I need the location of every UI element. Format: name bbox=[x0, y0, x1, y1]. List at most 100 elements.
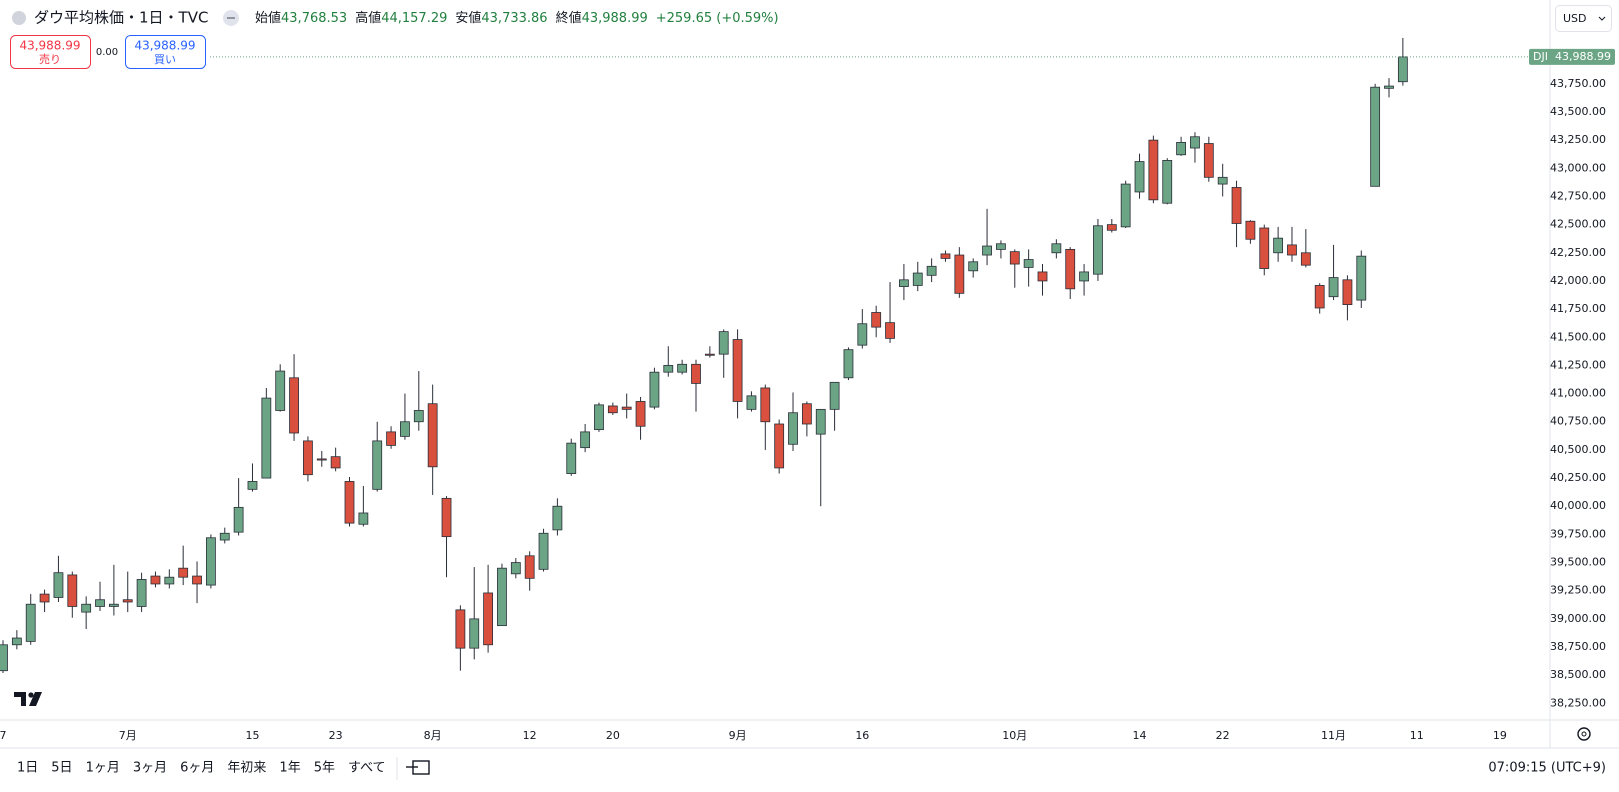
buy-box bbox=[125, 35, 206, 69]
candle-body bbox=[386, 431, 396, 446]
settings-icon bbox=[1577, 727, 1591, 741]
candle-body bbox=[538, 532, 549, 570]
range-button[interactable]: 1日 bbox=[17, 761, 38, 776]
collapse-button[interactable] bbox=[223, 10, 239, 26]
candle-body bbox=[316, 458, 327, 461]
candle-body bbox=[580, 431, 591, 449]
ohlc-value: 43,768.53 bbox=[281, 11, 347, 26]
candle-body bbox=[358, 512, 369, 525]
candle-body bbox=[150, 575, 161, 585]
candle-body bbox=[926, 265, 937, 276]
range-button[interactable]: 1ヶ月 bbox=[86, 761, 120, 776]
candle-body bbox=[1328, 277, 1339, 298]
range-button[interactable]: すべて bbox=[348, 761, 386, 776]
range-button[interactable]: 5日 bbox=[51, 761, 72, 776]
candle-body bbox=[982, 245, 992, 256]
candle-body bbox=[0, 644, 8, 672]
candle-body bbox=[691, 363, 701, 384]
buy-price: 43,988.99 bbox=[134, 39, 195, 53]
candle-body bbox=[954, 254, 965, 294]
logo-part bbox=[28, 692, 34, 698]
candle-body bbox=[940, 253, 951, 259]
candle-body bbox=[483, 592, 494, 646]
candle-body bbox=[469, 618, 480, 649]
candle-body bbox=[829, 381, 840, 410]
tv-logo bbox=[14, 692, 42, 706]
settings-icon bbox=[1581, 731, 1587, 737]
candle-body bbox=[677, 363, 688, 373]
candle-body bbox=[1176, 141, 1186, 156]
candle-body bbox=[621, 406, 632, 410]
candle-body bbox=[1079, 271, 1089, 282]
compare-button[interactable] bbox=[406, 760, 430, 775]
candle-body bbox=[108, 603, 119, 607]
y-tick-label: 43,000.00 bbox=[1550, 161, 1606, 174]
candle-body bbox=[871, 312, 882, 328]
candle-body bbox=[247, 481, 258, 490]
x-tick-label: 7月 bbox=[119, 729, 137, 742]
x-tick-label: 19 bbox=[1493, 729, 1507, 742]
candle-body bbox=[996, 243, 1006, 250]
candle-body bbox=[1287, 244, 1297, 256]
x-tick-label: 20 bbox=[606, 729, 620, 742]
candle-body bbox=[1370, 86, 1381, 187]
sell-button[interactable]: 43,988.99 売り bbox=[10, 35, 91, 69]
y-tick-label: 38,750.00 bbox=[1550, 640, 1606, 653]
candle-body bbox=[635, 401, 646, 427]
x-tick-label: 15 bbox=[245, 729, 259, 742]
range-button[interactable]: 3ヶ月 bbox=[133, 761, 167, 776]
candle-body bbox=[760, 387, 771, 423]
candle-body bbox=[607, 405, 618, 414]
x-tick-label: 10月 bbox=[1002, 729, 1027, 742]
candle-body bbox=[552, 505, 563, 531]
candle-body bbox=[1051, 243, 1062, 254]
candle-body bbox=[95, 599, 105, 607]
y-tick-label: 38,250.00 bbox=[1550, 696, 1606, 709]
candle-body bbox=[39, 593, 50, 603]
candle-body bbox=[663, 365, 674, 373]
range-button[interactable]: 年初来 bbox=[227, 761, 266, 776]
y-tick-label: 41,500.00 bbox=[1550, 330, 1606, 343]
ohlc-value: 43,733.86 bbox=[481, 11, 547, 26]
range-button[interactable]: 5年 bbox=[314, 761, 335, 776]
candle-body bbox=[1148, 139, 1159, 201]
candle-body bbox=[801, 403, 812, 425]
candle-body bbox=[594, 404, 604, 431]
candle-body bbox=[233, 506, 244, 533]
candle-body bbox=[732, 339, 743, 402]
settings-button[interactable] bbox=[1577, 727, 1591, 741]
last-price-label: 43,988.99 bbox=[1555, 50, 1611, 63]
candle-body bbox=[330, 456, 341, 469]
ohlc-value: 43,988.99 bbox=[582, 11, 648, 26]
symbol-title: ダウ平均株価・1日・TVC bbox=[34, 9, 208, 27]
ohlc-header: 始値43,768.53 高値44,157.29 安値43,733.86 終値43,98… bbox=[255, 10, 779, 26]
candle-body bbox=[344, 481, 355, 524]
candle-body bbox=[400, 421, 410, 437]
ohlc-label: 高値 bbox=[355, 10, 381, 26]
candle-body bbox=[219, 532, 230, 541]
candle-body bbox=[1134, 161, 1145, 193]
buy-button[interactable]: 43,988.99 買い bbox=[125, 35, 206, 69]
candle-body bbox=[815, 408, 826, 435]
range-button[interactable]: 6ヶ月 bbox=[180, 761, 214, 776]
currency-button[interactable]: USD bbox=[1555, 5, 1612, 32]
y-tick-label: 39,500.00 bbox=[1550, 556, 1606, 569]
candle-body bbox=[1300, 252, 1311, 266]
currency-caret bbox=[1598, 16, 1606, 21]
logo-part bbox=[14, 692, 26, 706]
candle-body bbox=[497, 567, 507, 627]
candle-body bbox=[649, 371, 660, 408]
candle-body bbox=[122, 599, 133, 603]
range-button[interactable]: 1年 bbox=[279, 761, 300, 776]
y-tick-label: 39,250.00 bbox=[1550, 584, 1606, 597]
candle-body bbox=[1356, 255, 1367, 301]
buy-label: 買い bbox=[154, 53, 176, 66]
candle-body bbox=[289, 377, 299, 434]
candle-body bbox=[1190, 136, 1200, 149]
candle-body bbox=[1065, 249, 1076, 290]
candle-body bbox=[192, 575, 202, 585]
candle-body bbox=[899, 279, 909, 287]
symbol-icon bbox=[12, 11, 26, 25]
